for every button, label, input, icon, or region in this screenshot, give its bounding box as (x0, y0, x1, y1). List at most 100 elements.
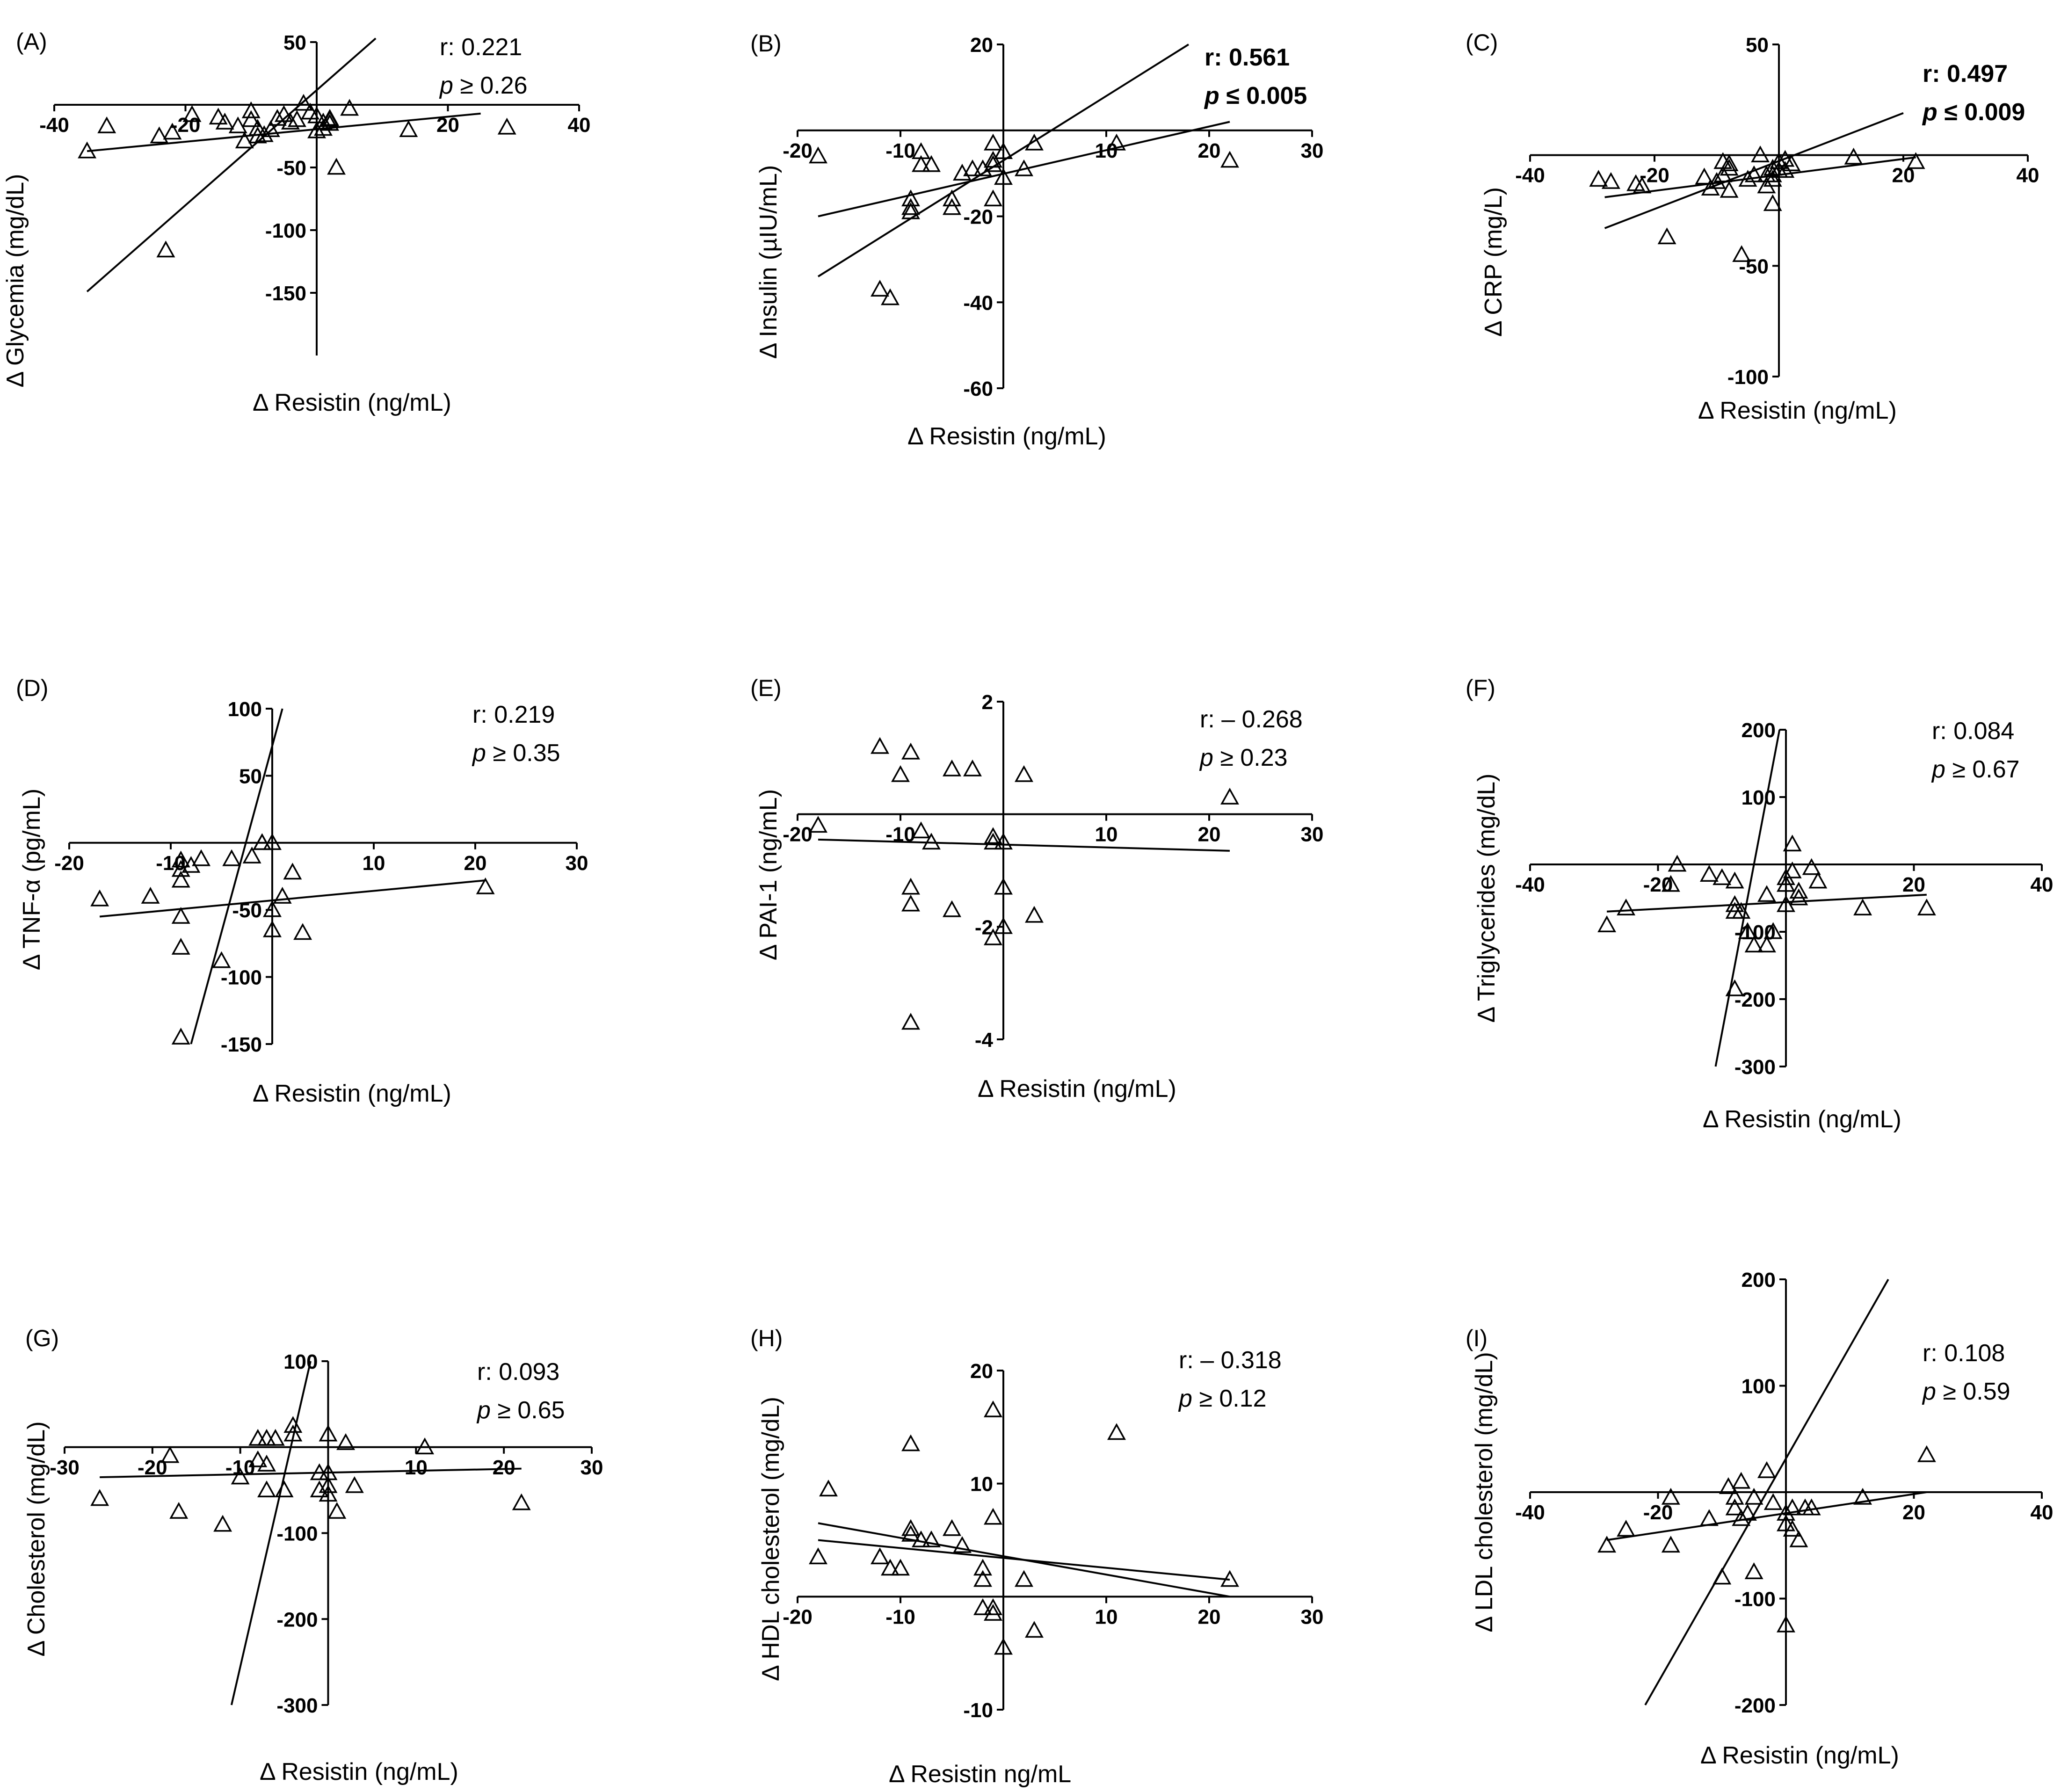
data-point (1589, 170, 1608, 187)
data-point (345, 1476, 364, 1493)
data-point (1783, 1498, 1802, 1516)
y-tick-label: -100 (1734, 1588, 1776, 1611)
p-value: p ≥ 0.12 (1178, 1385, 1267, 1412)
data-point (182, 105, 202, 122)
x-tick-label: -10 (225, 1456, 255, 1479)
x-tick-label: 30 (580, 1456, 603, 1479)
data-point (319, 1476, 338, 1493)
data-point (274, 105, 293, 122)
data-point (1783, 834, 1802, 852)
x-axis-title: Δ Resistin ng/mL (889, 1761, 1071, 1788)
data-point (953, 1536, 972, 1553)
r-value: r: 0.219 (472, 701, 555, 728)
x-axis-title: Δ Resistin (ng/mL) (1698, 397, 1897, 424)
data-point (171, 1028, 190, 1045)
data-point (222, 849, 241, 866)
data-point (1777, 1615, 1795, 1632)
data-point (1789, 881, 1808, 899)
x-tick-label: 20 (1902, 873, 1925, 896)
y-axis-title: Δ TNF-α (pg/mL) (18, 789, 45, 970)
data-point (90, 1489, 109, 1506)
r-value: r: 0.221 (440, 34, 522, 61)
y-axis-title: Δ Triglycerides (mg/dL) (1473, 774, 1500, 1023)
data-point (1732, 245, 1751, 262)
data-point (1763, 1493, 1783, 1510)
data-point (1744, 936, 1763, 953)
y-tick-label: -4 (975, 1029, 994, 1052)
data-point (1661, 875, 1680, 892)
data-point (901, 1434, 920, 1451)
data-point (1597, 1536, 1617, 1553)
regression-line (818, 121, 1230, 218)
data-point (1853, 1487, 1872, 1505)
x-axis-title: Δ Resistin (ng/mL) (260, 1758, 458, 1785)
y-tick-label: -10 (963, 1699, 993, 1722)
r-value: r: – 0.268 (1200, 706, 1303, 733)
data-point (1783, 1520, 1802, 1537)
y-tick-label: -300 (1734, 1056, 1776, 1079)
data-point (399, 120, 418, 137)
data-point (215, 112, 234, 130)
r-value: r: 0.093 (477, 1358, 559, 1386)
x-tick-label: 10 (1095, 1605, 1118, 1628)
data-point (871, 737, 889, 754)
data-point (943, 1519, 961, 1536)
regression-line (230, 1361, 312, 1705)
data-point (1025, 1621, 1044, 1638)
data-point (171, 871, 190, 888)
regression-line (818, 1539, 1230, 1581)
regression-line (86, 37, 377, 292)
data-point (1732, 902, 1751, 919)
y-tick-label: 20 (970, 1360, 993, 1383)
data-point (1712, 868, 1732, 885)
x-tick-label: 30 (1301, 823, 1324, 846)
y-tick-label: 200 (1741, 719, 1776, 742)
data-point (314, 119, 333, 136)
data-point (943, 189, 961, 207)
x-tick-label: 20 (493, 1456, 515, 1479)
data-point (1744, 165, 1763, 182)
y-tick-label: -100 (276, 1523, 318, 1545)
data-point (994, 1638, 1013, 1655)
regression-line (190, 708, 283, 1045)
data-point (901, 1524, 920, 1542)
data-point (263, 833, 282, 850)
y-tick-label: 20 (970, 34, 993, 57)
data-point (984, 133, 1002, 151)
data-point (327, 158, 346, 175)
data-point (1906, 152, 1925, 169)
p-value: p ≥ 0.35 (472, 740, 560, 767)
data-point (891, 1559, 910, 1576)
data-point (1917, 1445, 1936, 1462)
data-point (922, 833, 941, 850)
data-point (912, 1530, 930, 1547)
panel-letter: (C) (1466, 29, 1498, 56)
r-value: r: 0.497 (1923, 60, 2008, 87)
data-point (1725, 1487, 1744, 1505)
x-tick-label: 20 (1198, 1605, 1221, 1628)
data-point (263, 920, 282, 937)
data-point (994, 833, 1013, 850)
p-value: p ≥ 0.65 (476, 1397, 565, 1424)
panel-letter: (B) (750, 30, 782, 57)
data-point (497, 117, 516, 135)
data-point (901, 742, 920, 760)
data-point (1025, 906, 1044, 923)
panel-letter: (D) (16, 675, 48, 701)
data-point (163, 123, 182, 140)
regression-line (1714, 729, 1781, 1067)
x-tick-label: 20 (1198, 139, 1221, 162)
y-tick-label: -150 (221, 1033, 262, 1056)
data-point (973, 1559, 992, 1576)
y-tick-label: 100 (283, 1350, 318, 1373)
panel-letter: (H) (750, 1325, 783, 1351)
data-point (1789, 1530, 1808, 1547)
regression-line (1644, 1279, 1889, 1705)
y-tick-label: -20 (963, 206, 993, 229)
data-point (415, 1437, 435, 1455)
p-value: p ≥ 0.26 (439, 72, 528, 99)
x-tick-label: 10 (1095, 823, 1118, 846)
data-point (1744, 1487, 1763, 1505)
data-point (943, 759, 961, 776)
data-point (1751, 145, 1770, 163)
